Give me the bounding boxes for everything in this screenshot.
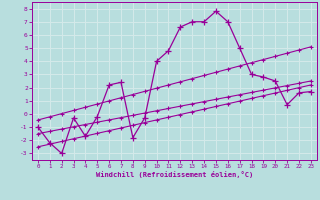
X-axis label: Windchill (Refroidissement éolien,°C): Windchill (Refroidissement éolien,°C) xyxy=(96,171,253,178)
